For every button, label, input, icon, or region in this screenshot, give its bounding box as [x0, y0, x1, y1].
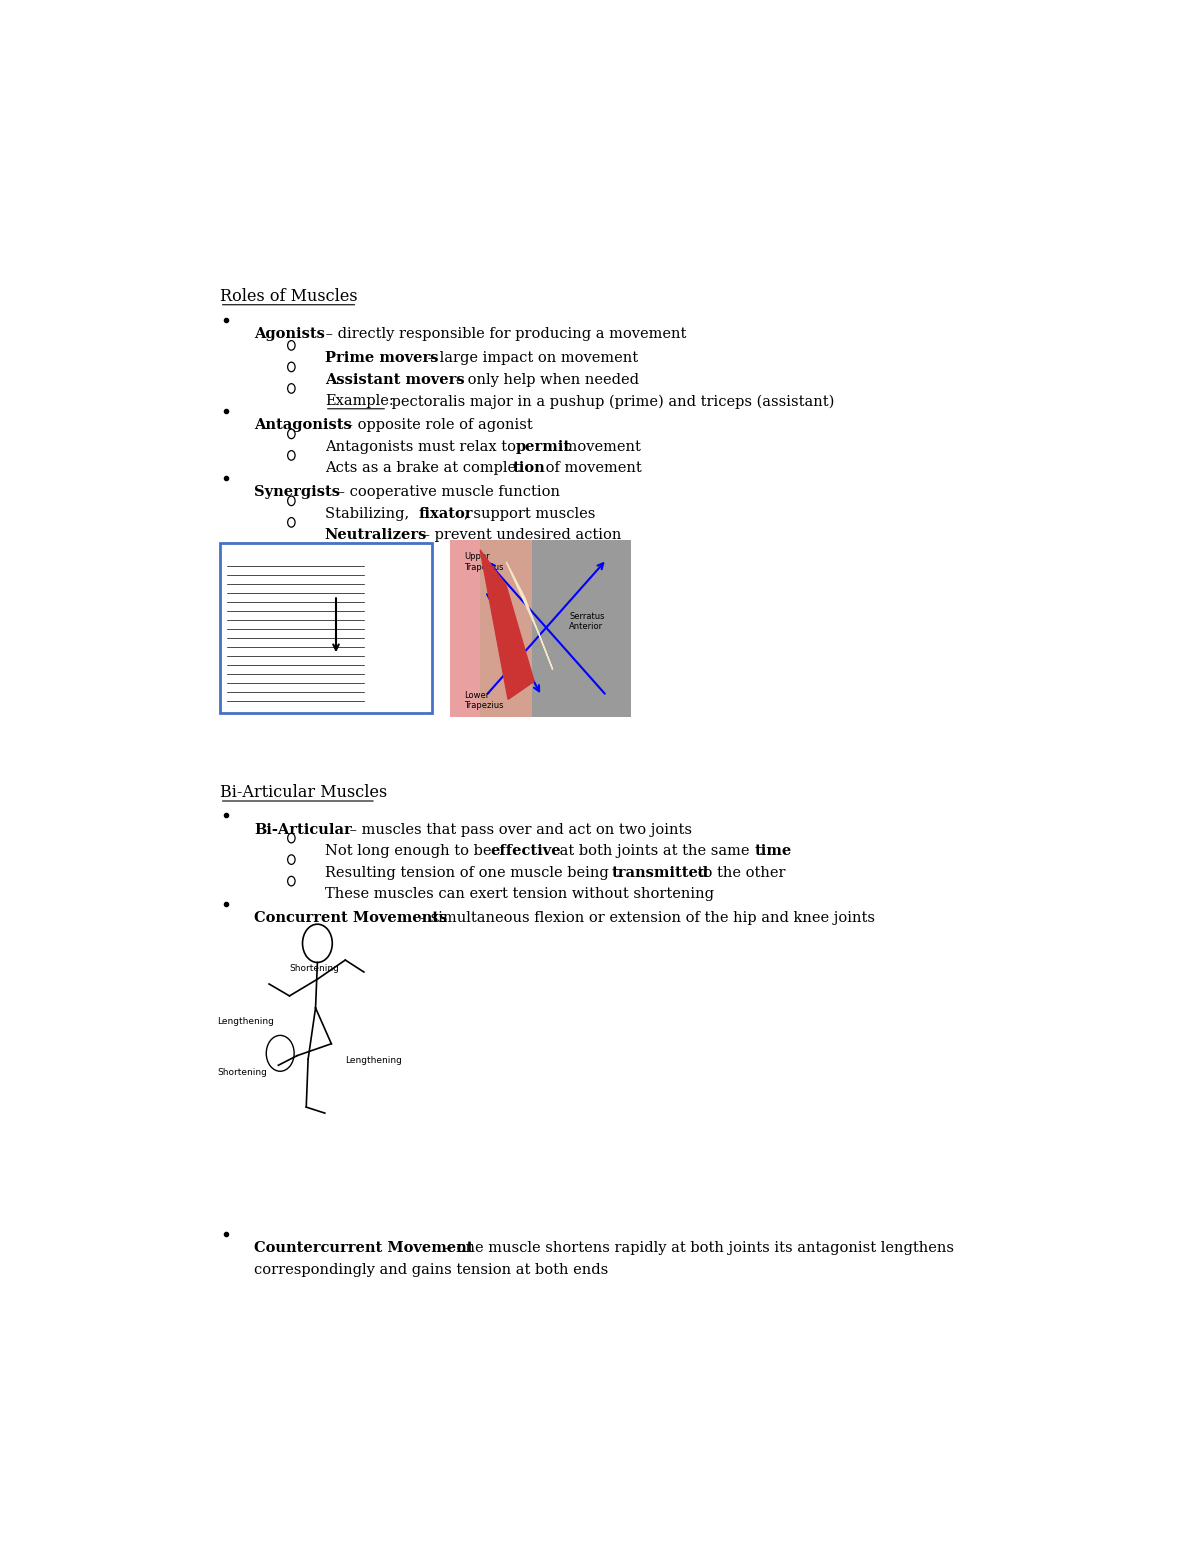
Text: – simultaneous flexion or extension of the hip and knee joints: – simultaneous flexion or extension of t… [414, 912, 875, 926]
Text: Neutralizers: Neutralizers [325, 528, 427, 542]
Text: Assistant movers: Assistant movers [325, 373, 464, 387]
Text: Roles of Muscles: Roles of Muscles [220, 287, 358, 304]
Text: Not long enough to be: Not long enough to be [325, 845, 496, 859]
Text: Synergists: Synergists [254, 485, 340, 500]
Text: Concurrent Movements: Concurrent Movements [254, 912, 448, 926]
Text: Antagonists must relax to: Antagonists must relax to [325, 439, 521, 453]
Text: transmitted: transmitted [611, 865, 708, 879]
Text: Bi-Articular: Bi-Articular [254, 823, 352, 837]
Text: Upper
Trapezius: Upper Trapezius [464, 553, 504, 572]
Text: – large impact on movement: – large impact on movement [424, 351, 638, 365]
Text: pectoralis major in a pushup (prime) and triceps (assistant): pectoralis major in a pushup (prime) and… [388, 394, 834, 408]
Text: tion: tion [512, 461, 546, 475]
Text: – prevent undesired action: – prevent undesired action [418, 528, 622, 542]
Text: permit: permit [516, 439, 571, 453]
Text: Bi-Articular Muscles: Bi-Articular Muscles [220, 784, 386, 801]
Text: – only help when needed: – only help when needed [451, 373, 640, 387]
Text: These muscles can exert tension without shortening: These muscles can exert tension without … [325, 887, 714, 901]
Text: – opposite role of agonist: – opposite role of agonist [341, 418, 533, 432]
Text: Stabilizing,: Stabilizing, [325, 506, 414, 520]
Text: at both joints at the same: at both joints at the same [556, 845, 755, 859]
Text: Example:: Example: [325, 394, 394, 408]
Polygon shape [480, 550, 534, 699]
FancyBboxPatch shape [450, 540, 480, 717]
FancyBboxPatch shape [450, 540, 631, 717]
Text: effective: effective [491, 845, 562, 859]
Text: – directly responsible for producing a movement: – directly responsible for producing a m… [322, 328, 686, 342]
Polygon shape [506, 562, 553, 669]
Text: Lengthening: Lengthening [217, 1017, 274, 1027]
Text: , support muscles: , support muscles [464, 506, 595, 520]
Text: Shortening: Shortening [217, 1067, 266, 1076]
Text: – one muscle shortens rapidly at both joints its antagonist lengthens: – one muscle shortens rapidly at both jo… [440, 1241, 954, 1255]
Text: time: time [755, 845, 792, 859]
Text: movement: movement [559, 439, 641, 453]
Text: Resulting tension of one muscle being: Resulting tension of one muscle being [325, 865, 613, 879]
Text: to the other: to the other [694, 865, 786, 879]
Text: – cooperative muscle function: – cooperative muscle function [334, 485, 560, 500]
Text: Acts as a brake at comple: Acts as a brake at comple [325, 461, 516, 475]
Text: Agonists: Agonists [254, 328, 325, 342]
FancyBboxPatch shape [220, 542, 432, 713]
Text: Lengthening: Lengthening [346, 1056, 402, 1065]
Text: of movement: of movement [541, 461, 641, 475]
FancyBboxPatch shape [533, 540, 631, 717]
Text: Antagonists: Antagonists [254, 418, 352, 432]
Text: – muscles that pass over and act on two joints: – muscles that pass over and act on two … [346, 823, 692, 837]
Text: Countercurrent Movement: Countercurrent Movement [254, 1241, 474, 1255]
Text: Lower
Trapezius: Lower Trapezius [464, 691, 504, 710]
Text: Serratus
Anterior: Serratus Anterior [570, 612, 605, 632]
Text: Shortening: Shortening [289, 963, 340, 972]
Text: correspondingly and gains tension at both ends: correspondingly and gains tension at bot… [254, 1263, 608, 1277]
Text: fixator: fixator [419, 506, 473, 520]
Text: Prime movers: Prime movers [325, 351, 438, 365]
